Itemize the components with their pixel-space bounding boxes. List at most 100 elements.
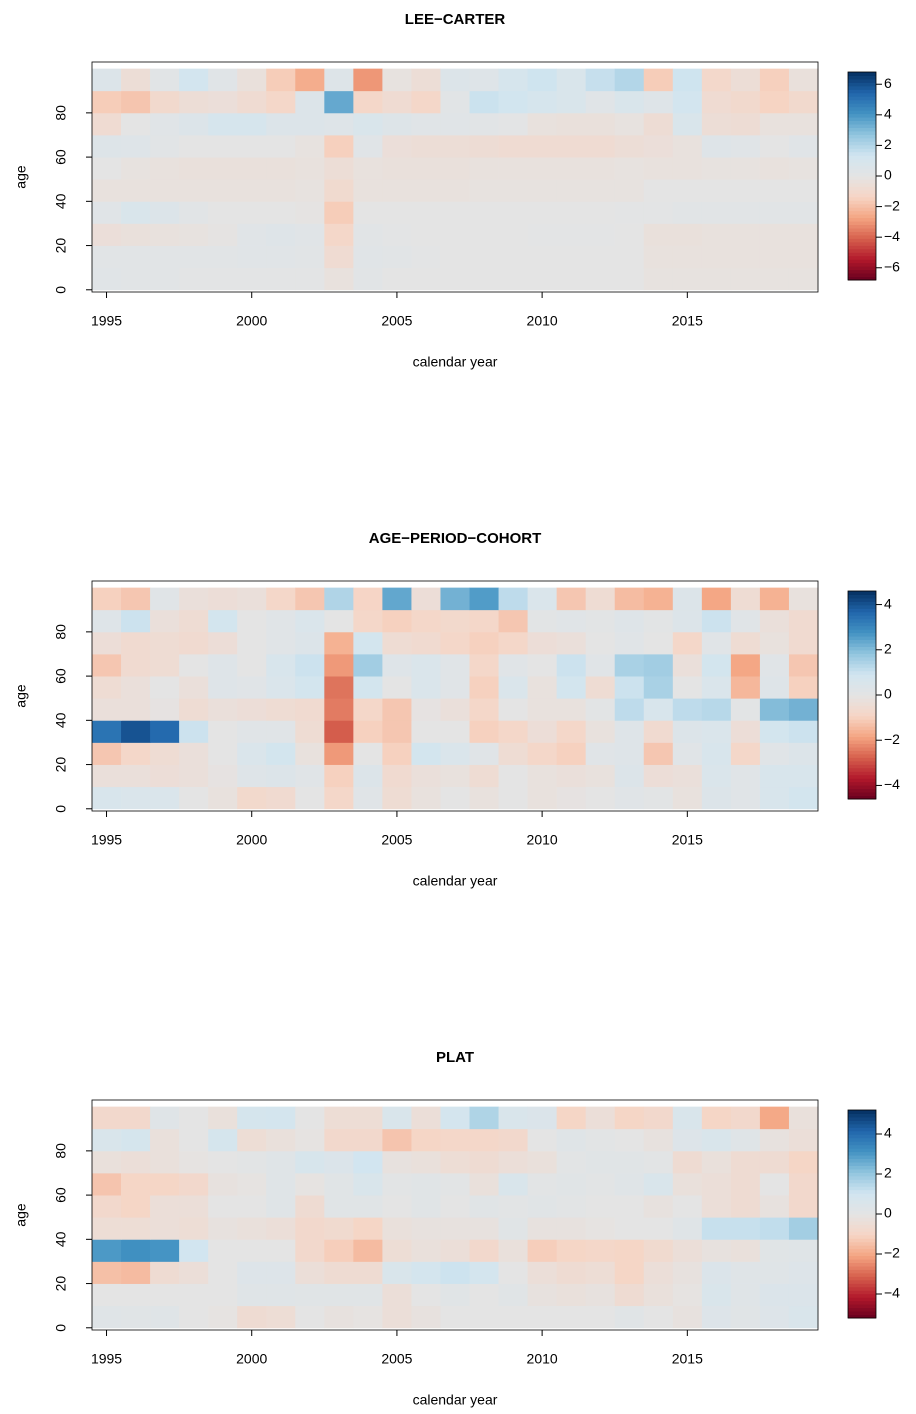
cell <box>701 267 732 291</box>
cell <box>556 653 587 677</box>
cell <box>788 1150 819 1174</box>
cell <box>469 653 499 677</box>
cell <box>585 157 616 180</box>
cell <box>788 653 819 677</box>
cell <box>701 786 732 810</box>
x-tick-label: 2005 <box>381 313 412 329</box>
cell <box>440 1305 470 1329</box>
cell <box>469 1150 499 1174</box>
cell <box>730 201 761 224</box>
cell <box>498 1239 528 1262</box>
cell <box>324 786 354 810</box>
colorbar-step <box>848 757 876 762</box>
cell <box>585 1172 616 1196</box>
cell <box>324 245 354 269</box>
cell <box>411 68 441 92</box>
cell <box>585 1195 616 1218</box>
cell <box>237 134 267 158</box>
cell <box>353 1283 383 1307</box>
cell <box>469 698 499 721</box>
cell <box>295 267 325 291</box>
y-axis-label: age <box>13 684 29 708</box>
cell <box>92 179 122 202</box>
cell <box>266 720 296 743</box>
cell <box>266 1217 296 1240</box>
cell <box>266 179 296 202</box>
colorbar-step <box>848 117 876 122</box>
cell <box>498 587 528 611</box>
cell <box>527 1261 558 1284</box>
x-tick-label: 1995 <box>91 1351 122 1367</box>
cell <box>92 201 122 224</box>
colorbar-step <box>848 1300 876 1305</box>
cell <box>266 764 296 788</box>
cell <box>150 720 180 743</box>
cell <box>237 631 267 655</box>
cell <box>672 1261 703 1284</box>
cell <box>208 742 238 765</box>
cell <box>585 223 616 246</box>
plot-frame <box>91 61 819 293</box>
cell <box>295 1283 325 1307</box>
cell <box>411 267 441 291</box>
cell <box>469 90 499 114</box>
cell <box>672 201 703 224</box>
cell <box>121 179 151 202</box>
cell <box>179 1150 209 1174</box>
y-axis-label: age <box>13 165 29 189</box>
colorbar-step <box>848 144 876 149</box>
cell <box>556 1239 587 1262</box>
cell <box>411 1261 441 1284</box>
cell <box>266 653 296 677</box>
colorbar-step <box>848 127 876 132</box>
cell <box>353 631 383 655</box>
cell <box>150 698 180 721</box>
cell <box>179 609 209 633</box>
cell <box>266 134 296 158</box>
colorbar-step <box>848 210 876 215</box>
cell <box>730 1217 761 1240</box>
colorbar-tick-label: 0 <box>884 167 892 183</box>
cell <box>614 90 645 114</box>
cell <box>643 90 674 114</box>
cell <box>324 609 354 633</box>
cell <box>672 698 703 721</box>
colorbar-step <box>848 611 876 616</box>
cell <box>527 1217 558 1240</box>
colorbar-step <box>848 649 876 654</box>
colorbar-step <box>848 1311 876 1316</box>
cell <box>788 764 819 788</box>
cell <box>382 631 412 655</box>
cell <box>730 1305 761 1329</box>
cell <box>759 720 790 743</box>
cell <box>701 1305 732 1329</box>
cell <box>527 742 558 765</box>
cell <box>92 609 122 633</box>
cell <box>440 1217 470 1240</box>
cell <box>208 267 238 291</box>
cell <box>150 764 180 788</box>
cell <box>92 1239 122 1262</box>
cell <box>788 245 819 269</box>
cell <box>614 1305 645 1329</box>
colorbar-step <box>848 1262 876 1267</box>
cell <box>411 1128 441 1152</box>
cell <box>324 112 354 136</box>
x-tick-label: 2000 <box>236 313 267 329</box>
cell <box>701 1172 732 1196</box>
cell <box>614 1261 645 1284</box>
cell <box>585 587 616 611</box>
cell <box>440 157 470 180</box>
colorbar-step <box>848 1134 876 1139</box>
cell <box>150 134 180 158</box>
x-tick-label: 2015 <box>672 313 703 329</box>
cell <box>672 786 703 810</box>
cell <box>643 1106 674 1130</box>
cell <box>179 1261 209 1284</box>
cell <box>614 1106 645 1130</box>
cell <box>788 720 819 743</box>
cell <box>527 134 558 158</box>
colorbar-step <box>848 106 876 111</box>
cell <box>672 223 703 246</box>
